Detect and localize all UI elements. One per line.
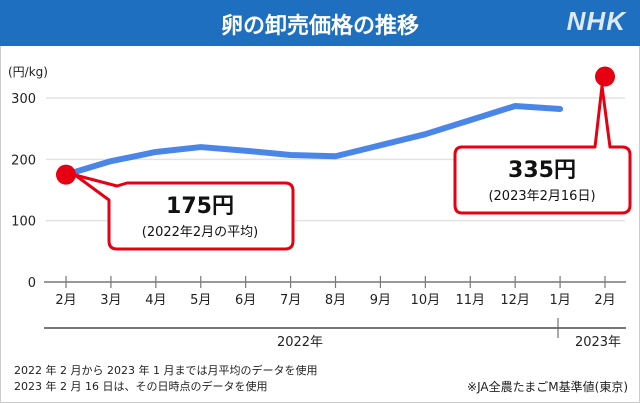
y-tick-label: 300 [11, 92, 36, 107]
x-tick-label: 3月 [100, 293, 121, 308]
highlight-point [56, 164, 76, 185]
callout-value: 175円 [166, 194, 234, 219]
callout-box-2023 [453, 84, 632, 215]
callout-sublabel: (2022年2月の平均) [142, 225, 259, 240]
x-tick-label: 10月 [411, 293, 441, 308]
x-tick-label: 7月 [280, 293, 301, 308]
highlight-point [595, 66, 615, 87]
y-axis-label: (円/kg) [8, 65, 48, 79]
x-tick-label: 9月 [370, 293, 391, 308]
header-bar: 卵の卸売価格の推移 NHK [0, 0, 640, 46]
source-note: ※JA全農たまごM基準値(東京) [467, 380, 628, 394]
year-label-2022: 2022年 [277, 335, 323, 350]
callout-box-2022 [73, 173, 295, 251]
callout-sublabel: (2023年2月16日) [488, 189, 595, 204]
y-tick-label: 200 [11, 153, 36, 168]
price-line [63, 102, 564, 178]
footnote-2: 2023 年 2 月 16 日は、その日時点のデータを使用 [14, 380, 268, 393]
x-tick-label: 12月 [500, 293, 530, 308]
footnote-1: 2022 年 2 月から 2023 年 1 月までは月平均のデータを使用 [14, 364, 318, 377]
x-tick-label: 2月 [594, 293, 615, 308]
y-tick-label: 100 [11, 215, 36, 230]
callout-value: 335円 [508, 158, 576, 183]
x-tick-label: 6月 [235, 293, 256, 308]
x-tick-label: 5月 [190, 293, 211, 308]
nhk-logo: NHK [566, 6, 626, 36]
y-tick-label: 0 [28, 276, 36, 291]
year-label-2023: 2023年 [575, 335, 621, 350]
x-tick-label: 11月 [455, 293, 485, 308]
x-tick-label: 2月 [55, 293, 76, 308]
chart-title: 卵の卸売価格の推移 [220, 14, 419, 39]
x-tick-label: 4月 [145, 293, 166, 308]
x-tick-label: 8月 [325, 293, 346, 308]
x-tick-label: 1月 [549, 293, 570, 308]
